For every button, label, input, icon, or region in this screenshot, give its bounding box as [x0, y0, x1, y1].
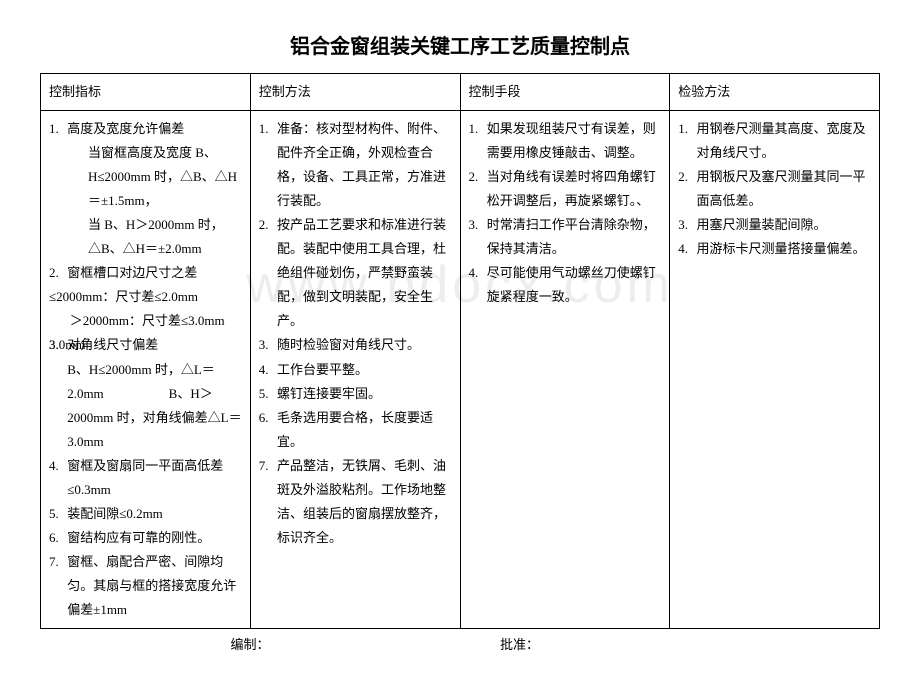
item-text: 装配间隙≤0.2mm [67, 506, 163, 521]
item-text: 按产品工艺要求和标准进行装配。装配中使用工具合理，杜绝组件碰划伤，严禁野蛮装配，… [277, 217, 446, 328]
item-number: 6. [259, 406, 269, 430]
list-item: 4. 窗框及窗扇同一平面高低差≤0.3mm [49, 454, 242, 502]
item-text: 高度及宽度允许偏差 [67, 121, 184, 136]
indicator-list-cont: ＞2000mm：尺寸差≤3.0mm [49, 309, 242, 333]
item-text: 产品整洁，无铁屑、毛刺、油斑及外溢胶粘剂。工作场地整洁、组装后的窗扇摆放整齐，标… [277, 458, 446, 545]
footer-row: 编制： 批准： [40, 629, 880, 657]
document-root: www.bdocx.com 铝合金窗组装关键工序工艺质量控制点 控制指标 控制方… [40, 30, 880, 657]
item-subtext: ＞2000mm：尺寸差≤3.0mm [70, 313, 225, 328]
item-text: 准备：核对型材构件、附件、配件齐全正确，外观检查合格，设备、工具正常，方准进行装… [277, 121, 446, 208]
item-number: 4. [678, 237, 688, 261]
list-item: 5. 螺钉连接要牢固。 [259, 382, 452, 406]
list-item: 2. 按产品工艺要求和标准进行装配。装配中使用工具合理，杜绝组件碰划伤，严禁野蛮装… [259, 213, 452, 333]
item-text: 用钢卷尺测量其高度、宽度及对角线尺寸。 [696, 121, 865, 160]
cell-inspection: 1. 用钢卷尺测量其高度、宽度及对角线尺寸。 2. 用钢板尺及塞尺测量其同一平面高低… [670, 111, 880, 629]
method-list: 1. 准备：核对型材构件、附件、配件齐全正确，外观检查合格，设备、工具正常，方准进… [259, 117, 452, 550]
item-subtext: ≤2000mm：尺寸差≤2.0mm [49, 285, 242, 309]
header-inspection: 检验方法 [670, 74, 880, 111]
list-item: 7. 产品整洁，无铁屑、毛刺、油斑及外溢胶粘剂。工作场地整洁、组装后的窗扇摆放整齐… [259, 454, 452, 550]
item-number: 7. [49, 550, 59, 574]
page-title: 铝合金窗组装关键工序工艺质量控制点 [40, 30, 880, 59]
item-subtext: 当窗框高度及宽度 B、H≤2000mm 时，△B、△H＝±1.5mm， [67, 141, 242, 213]
header-method: 控制方法 [250, 74, 460, 111]
list-item: 6. 窗结构应有可靠的刚性。 [49, 526, 242, 550]
inspection-list: 1. 用钢卷尺测量其高度、宽度及对角线尺寸。 2. 用钢板尺及塞尺测量其同一平面高低… [678, 117, 871, 261]
list-item: 4. 工作台要平整。 [259, 358, 452, 382]
indicator-list-2: 3. 对角线尺寸偏差 B、H≤2000mm 时，△L＝2.0mm B、H＞2000… [49, 333, 242, 622]
content-row: 1. 高度及宽度允许偏差 当窗框高度及宽度 B、H≤2000mm 时，△B、△H＝… [41, 111, 880, 629]
item-number: 2. [259, 213, 269, 237]
item-number: 5. [49, 502, 59, 526]
item-number: 1. [49, 117, 59, 141]
item-number: 6. [49, 526, 59, 550]
item-text: 时常清扫工作平台清除杂物，保持其清洁。 [487, 217, 656, 256]
item-text: 随时检验窗对角线尺寸。 [277, 337, 420, 352]
item-text: 工作台要平整。 [277, 362, 368, 377]
item-number: 2. [49, 261, 59, 285]
list-item: ＞2000mm：尺寸差≤3.0mm [49, 309, 242, 333]
item-text: 螺钉连接要牢固。 [277, 386, 381, 401]
item-number: 2. [469, 165, 479, 189]
list-item: 7. 窗框、扇配合严密、间隙均匀。其扇与框的搭接宽度允许偏差±1mm [49, 550, 242, 622]
item-subtext: B、H≤2000mm 时，△L＝2.0mm B、H＞2000mm 时，对角线偏差… [67, 358, 242, 454]
header-means: 控制手段 [460, 74, 670, 111]
item-text: 窗框及窗扇同一平面高低差≤0.3mm [67, 458, 223, 497]
list-item: 4. 用游标卡尺测量搭接量偏差。 [678, 237, 871, 261]
item-subtext: 当 B、H＞2000mm 时，△B、△H＝±2.0mm [67, 213, 242, 261]
item-text: 用塞尺测量装配间隙。 [696, 217, 826, 232]
item-text: 用钢板尺及塞尺测量其同一平面高低差。 [696, 169, 865, 208]
item-text: 窗结构应有可靠的刚性。 [67, 530, 210, 545]
list-item: 3. 时常清扫工作平台清除杂物，保持其清洁。 [469, 213, 662, 261]
indicator-list: 1. 高度及宽度允许偏差 当窗框高度及宽度 B、H≤2000mm 时，△B、△H＝… [49, 117, 242, 285]
item-text: 如果发现组装尺寸有误差，则需要用橡皮锤敲击、调整。 [487, 121, 656, 160]
cell-indicator: 1. 高度及宽度允许偏差 当窗框高度及宽度 B、H≤2000mm 时，△B、△H＝… [41, 111, 251, 629]
header-indicator: 控制指标 [41, 74, 251, 111]
cell-method: 1. 准备：核对型材构件、附件、配件齐全正确，外观检查合格，设备、工具正常，方准进… [250, 111, 460, 629]
footer-compile: 编制： [40, 629, 460, 657]
footer-table: 编制： 批准： [40, 629, 880, 657]
list-item: 3. 用塞尺测量装配间隙。 [678, 213, 871, 237]
means-list: 1. 如果发现组装尺寸有误差，则需要用橡皮锤敲击、调整。 2. 当对角线有误差时将四… [469, 117, 662, 309]
header-row: 控制指标 控制方法 控制手段 检验方法 [41, 74, 880, 111]
item-text: 当对角线有误差时将四角螺钉松开调整后，再旋紧螺钉。、 [487, 169, 656, 208]
item-text: 毛条选用要合格，长度要适宜。 [277, 410, 433, 449]
item-number: 1. [678, 117, 688, 141]
list-item: 3. 随时检验窗对角线尺寸。 [259, 333, 452, 357]
cell-means: 1. 如果发现组装尺寸有误差，则需要用橡皮锤敲击、调整。 2. 当对角线有误差时将四… [460, 111, 670, 629]
footer-approve: 批准： [460, 629, 880, 657]
item-number: 4. [49, 454, 59, 478]
item-number: 1. [469, 117, 479, 141]
list-item: 2. 窗框槽口对边尺寸之差 [49, 261, 242, 285]
item-number: 3. [469, 213, 479, 237]
item-text: 尽可能使用气动螺丝刀使螺钉旋紧程度一致。 [487, 265, 656, 304]
list-item: 3. 对角线尺寸偏差 B、H≤2000mm 时，△L＝2.0mm B、H＞2000… [49, 333, 242, 453]
item-number: 2. [678, 165, 688, 189]
item-number: 3. [259, 333, 269, 357]
item-text: 窗框、扇配合严密、间隙均匀。其扇与框的搭接宽度允许偏差±1mm [67, 554, 236, 617]
item-number: 5. [259, 382, 269, 406]
list-item: 2. 用钢板尺及塞尺测量其同一平面高低差。 [678, 165, 871, 213]
item-text: 用游标卡尺测量搭接量偏差。 [696, 241, 865, 256]
list-item: 6. 毛条选用要合格，长度要适宜。 [259, 406, 452, 454]
list-item: 1. 高度及宽度允许偏差 当窗框高度及宽度 B、H≤2000mm 时，△B、△H＝… [49, 117, 242, 261]
list-item: 5. 装配间隙≤0.2mm [49, 502, 242, 526]
item-number: 1. [259, 117, 269, 141]
item-number: 3. [49, 333, 59, 357]
list-item: 1. 用钢卷尺测量其高度、宽度及对角线尺寸。 [678, 117, 871, 165]
item-number: 7. [259, 454, 269, 478]
list-item: 1. 准备：核对型材构件、附件、配件齐全正确，外观检查合格，设备、工具正常，方准进… [259, 117, 452, 213]
item-number: 4. [469, 261, 479, 285]
list-item: 4. 尽可能使用气动螺丝刀使螺钉旋紧程度一致。 [469, 261, 662, 309]
list-item: 1. 如果发现组装尺寸有误差，则需要用橡皮锤敲击、调整。 [469, 117, 662, 165]
item-number: 4. [259, 358, 269, 382]
item-number: 3. [678, 213, 688, 237]
list-item: 2. 当对角线有误差时将四角螺钉松开调整后，再旋紧螺钉。、 [469, 165, 662, 213]
item-text: 对角线尺寸偏差 [67, 337, 158, 352]
item-text: 窗框槽口对边尺寸之差 [67, 265, 197, 280]
main-table: 控制指标 控制方法 控制手段 检验方法 1. 高度及宽度允许偏差 当窗框高度及宽度… [40, 73, 880, 629]
